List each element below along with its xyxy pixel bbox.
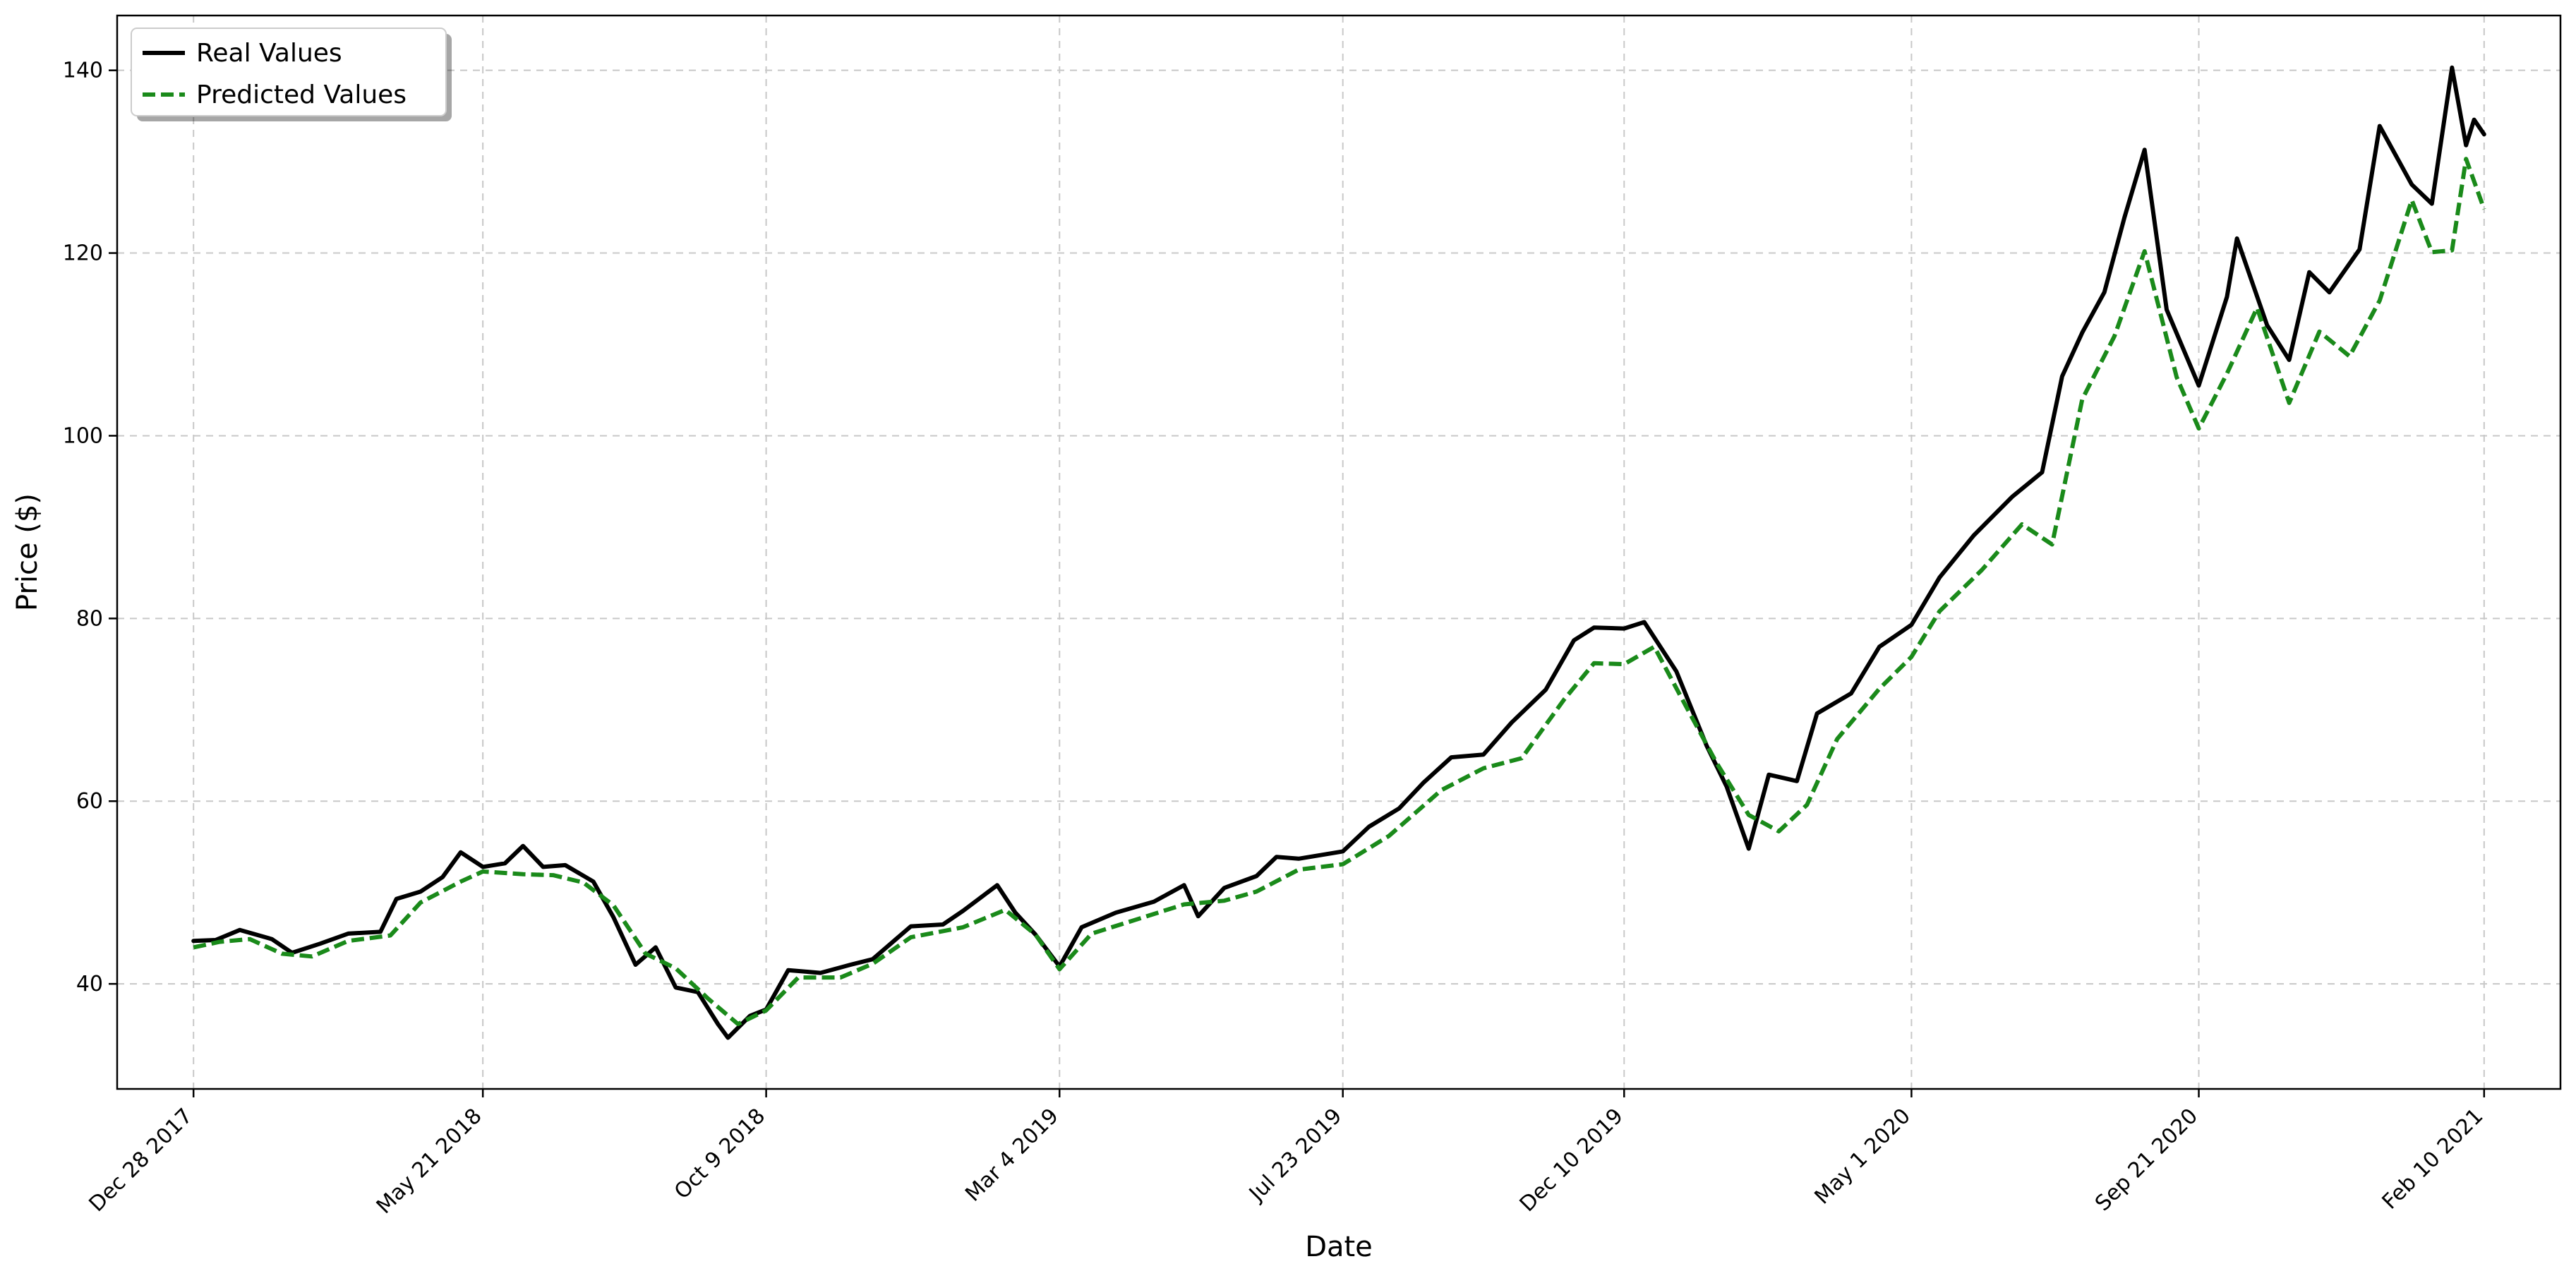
x-tick-label: Dec 10 2019 [1515,1104,1628,1217]
x-tick-label: Oct 9 2018 [670,1104,770,1204]
legend-label-predicted: Predicted Values [196,80,407,109]
y-axis-ticks: 40 60 80 100 120 140 [63,59,117,996]
legend-label-real: Real Values [196,39,342,68]
legend-box [131,28,447,116]
legend: Real Values Predicted Values [131,28,452,121]
x-tick-label: Mar 4 2019 [961,1104,1064,1207]
y-tick-label: 80 [76,606,103,631]
y-tick-label: 40 [76,972,103,996]
x-tick-label: Sep 21 2020 [2090,1104,2203,1216]
y-tick-label: 60 [76,789,103,814]
plot-area-frame [116,14,2562,1090]
x-tick-label: Jul 23 2019 [1244,1104,1347,1207]
series-lines [191,65,2486,1040]
series-line-real [191,65,2486,1040]
x-tick-label: May 21 2018 [372,1104,487,1219]
y-tick-label: 120 [63,241,103,266]
x-tick-label: May 1 2020 [1810,1104,1915,1210]
series-line-predicted [193,157,2486,1027]
y-axis-label: Price ($) [11,493,44,611]
x-tick-label: Feb 10 2021 [2378,1104,2488,1215]
grid-lines [117,16,2560,1089]
y-tick-label: 140 [63,59,103,83]
x-axis-ticks: Dec 28 2017 May 21 2018 Oct 9 2018 Mar 4 20… [85,1089,2488,1219]
y-tick-label: 100 [63,423,103,448]
x-axis-label: Date [1305,1231,1373,1263]
x-tick-label: Dec 28 2017 [85,1104,198,1217]
